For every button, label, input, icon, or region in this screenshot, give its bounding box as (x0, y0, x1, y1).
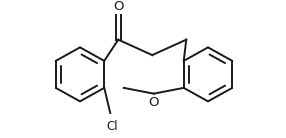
Text: O: O (148, 96, 159, 109)
Text: Cl: Cl (106, 120, 118, 133)
Text: O: O (113, 0, 124, 13)
